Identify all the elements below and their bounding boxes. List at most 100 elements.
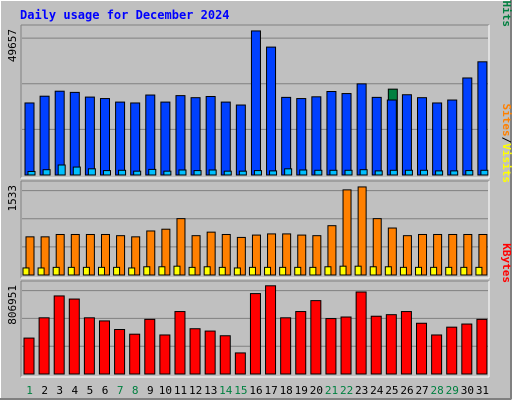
day-label: 10: [159, 384, 172, 397]
visits-bar: [173, 265, 181, 276]
files-bar: [432, 102, 443, 176]
pages-bar: [178, 169, 187, 176]
kbytes-bar: [68, 298, 80, 375]
sites-bar: [342, 189, 352, 276]
pages-bar: [208, 169, 217, 176]
visits-bar: [294, 266, 302, 276]
sites-bar: [100, 233, 110, 276]
sites-bar: [131, 236, 141, 276]
day-label: 29: [446, 384, 459, 397]
pages-bar: [238, 170, 247, 176]
pages-bar: [480, 169, 489, 176]
kbytes-bar: [340, 316, 352, 375]
visits-bar: [339, 265, 347, 276]
sites-bar: [146, 230, 156, 276]
visits-bar: [324, 266, 332, 276]
pages-bar: [450, 170, 459, 176]
day-label: 30: [461, 384, 474, 397]
files-bar: [371, 96, 382, 176]
kbytes-bar: [234, 352, 246, 375]
kbytes-bar: [189, 328, 201, 375]
visits-bar: [264, 266, 272, 276]
pages-bar: [404, 169, 413, 176]
kbytes-bar: [53, 295, 65, 375]
day-label: 14: [219, 384, 233, 397]
pages-bar: [389, 169, 398, 176]
files-bar: [84, 96, 95, 176]
day-label: 5: [87, 384, 94, 397]
files-bar: [69, 91, 80, 176]
day-label: 19: [295, 384, 308, 397]
pages-bar: [27, 170, 36, 176]
files-bar: [99, 98, 110, 176]
kbytes-bar: [461, 323, 473, 375]
sites-bar: [448, 233, 458, 276]
pages-bar: [359, 169, 368, 176]
kbytes-ymax-label: 806951: [6, 285, 19, 325]
day-label: 9: [147, 384, 154, 397]
files-bar: [235, 104, 246, 176]
files-bar: [266, 46, 277, 176]
kbytes-bar: [98, 320, 110, 375]
hits-ymax-label: 49657: [6, 29, 19, 62]
legend-hits: Hits: [500, 1, 512, 28]
kbytes-bar: [310, 300, 322, 375]
day-label: 2: [41, 384, 48, 397]
pages-bar: [87, 168, 96, 176]
sites-bar: [221, 233, 231, 276]
sites-bar: [478, 233, 488, 276]
pages-bar: [42, 169, 51, 176]
day-label: 7: [117, 384, 124, 397]
visits-bar: [309, 266, 317, 276]
pages-bar: [102, 170, 111, 176]
kbytes-bar: [249, 293, 261, 375]
visits-ymax-label: 1533: [6, 185, 19, 212]
kbytes-bar: [129, 333, 141, 375]
day-label: 17: [264, 384, 277, 397]
files-bar: [417, 97, 428, 176]
day-label: 22: [340, 384, 353, 397]
visits-bar: [203, 266, 211, 276]
legend-separator: /: [500, 0, 512, 1]
files-bar: [54, 90, 65, 176]
sites-bar: [55, 233, 65, 276]
visits-bar: [415, 266, 423, 276]
kbytes-bar: [280, 317, 292, 375]
files-bar: [386, 99, 397, 176]
kbytes-bar: [83, 317, 95, 375]
legend-sites: Sites: [500, 104, 512, 137]
files-bar: [401, 94, 412, 176]
files-bar: [190, 97, 201, 176]
visits-bar: [37, 267, 45, 276]
visits-bar: [67, 266, 75, 276]
visits-bar: [218, 266, 226, 276]
kbytes-bar: [38, 317, 50, 375]
kbytes-bar: [265, 285, 277, 375]
sites-bar: [357, 186, 367, 276]
visits-bar: [158, 266, 166, 276]
files-bar: [281, 96, 292, 176]
day-label: 27: [415, 384, 428, 397]
visits-bar: [52, 266, 60, 276]
kbytes-bar: [114, 329, 126, 375]
kbytes-bar: [416, 322, 428, 375]
pages-bar: [314, 169, 323, 176]
visits-bar: [128, 267, 136, 276]
visits-bar: [475, 266, 483, 276]
kbytes-bar: [476, 318, 488, 375]
files-bar: [341, 93, 352, 176]
day-label: 3: [56, 384, 63, 397]
kbytes-bar: [325, 318, 337, 375]
kbytes-bar: [355, 291, 367, 375]
pages-bar: [269, 170, 278, 176]
visits-panel: 1533 Sites/Visits: [6, 104, 512, 279]
pages-bar: [57, 164, 66, 176]
pages-bar: [299, 169, 308, 176]
sites-bar: [463, 233, 473, 276]
day-label: 18: [280, 384, 293, 397]
visits-bar: [399, 266, 407, 276]
kbytes-bar: [219, 335, 231, 375]
pages-bar: [329, 169, 338, 176]
sites-bar: [402, 235, 412, 276]
files-bar: [326, 90, 337, 176]
